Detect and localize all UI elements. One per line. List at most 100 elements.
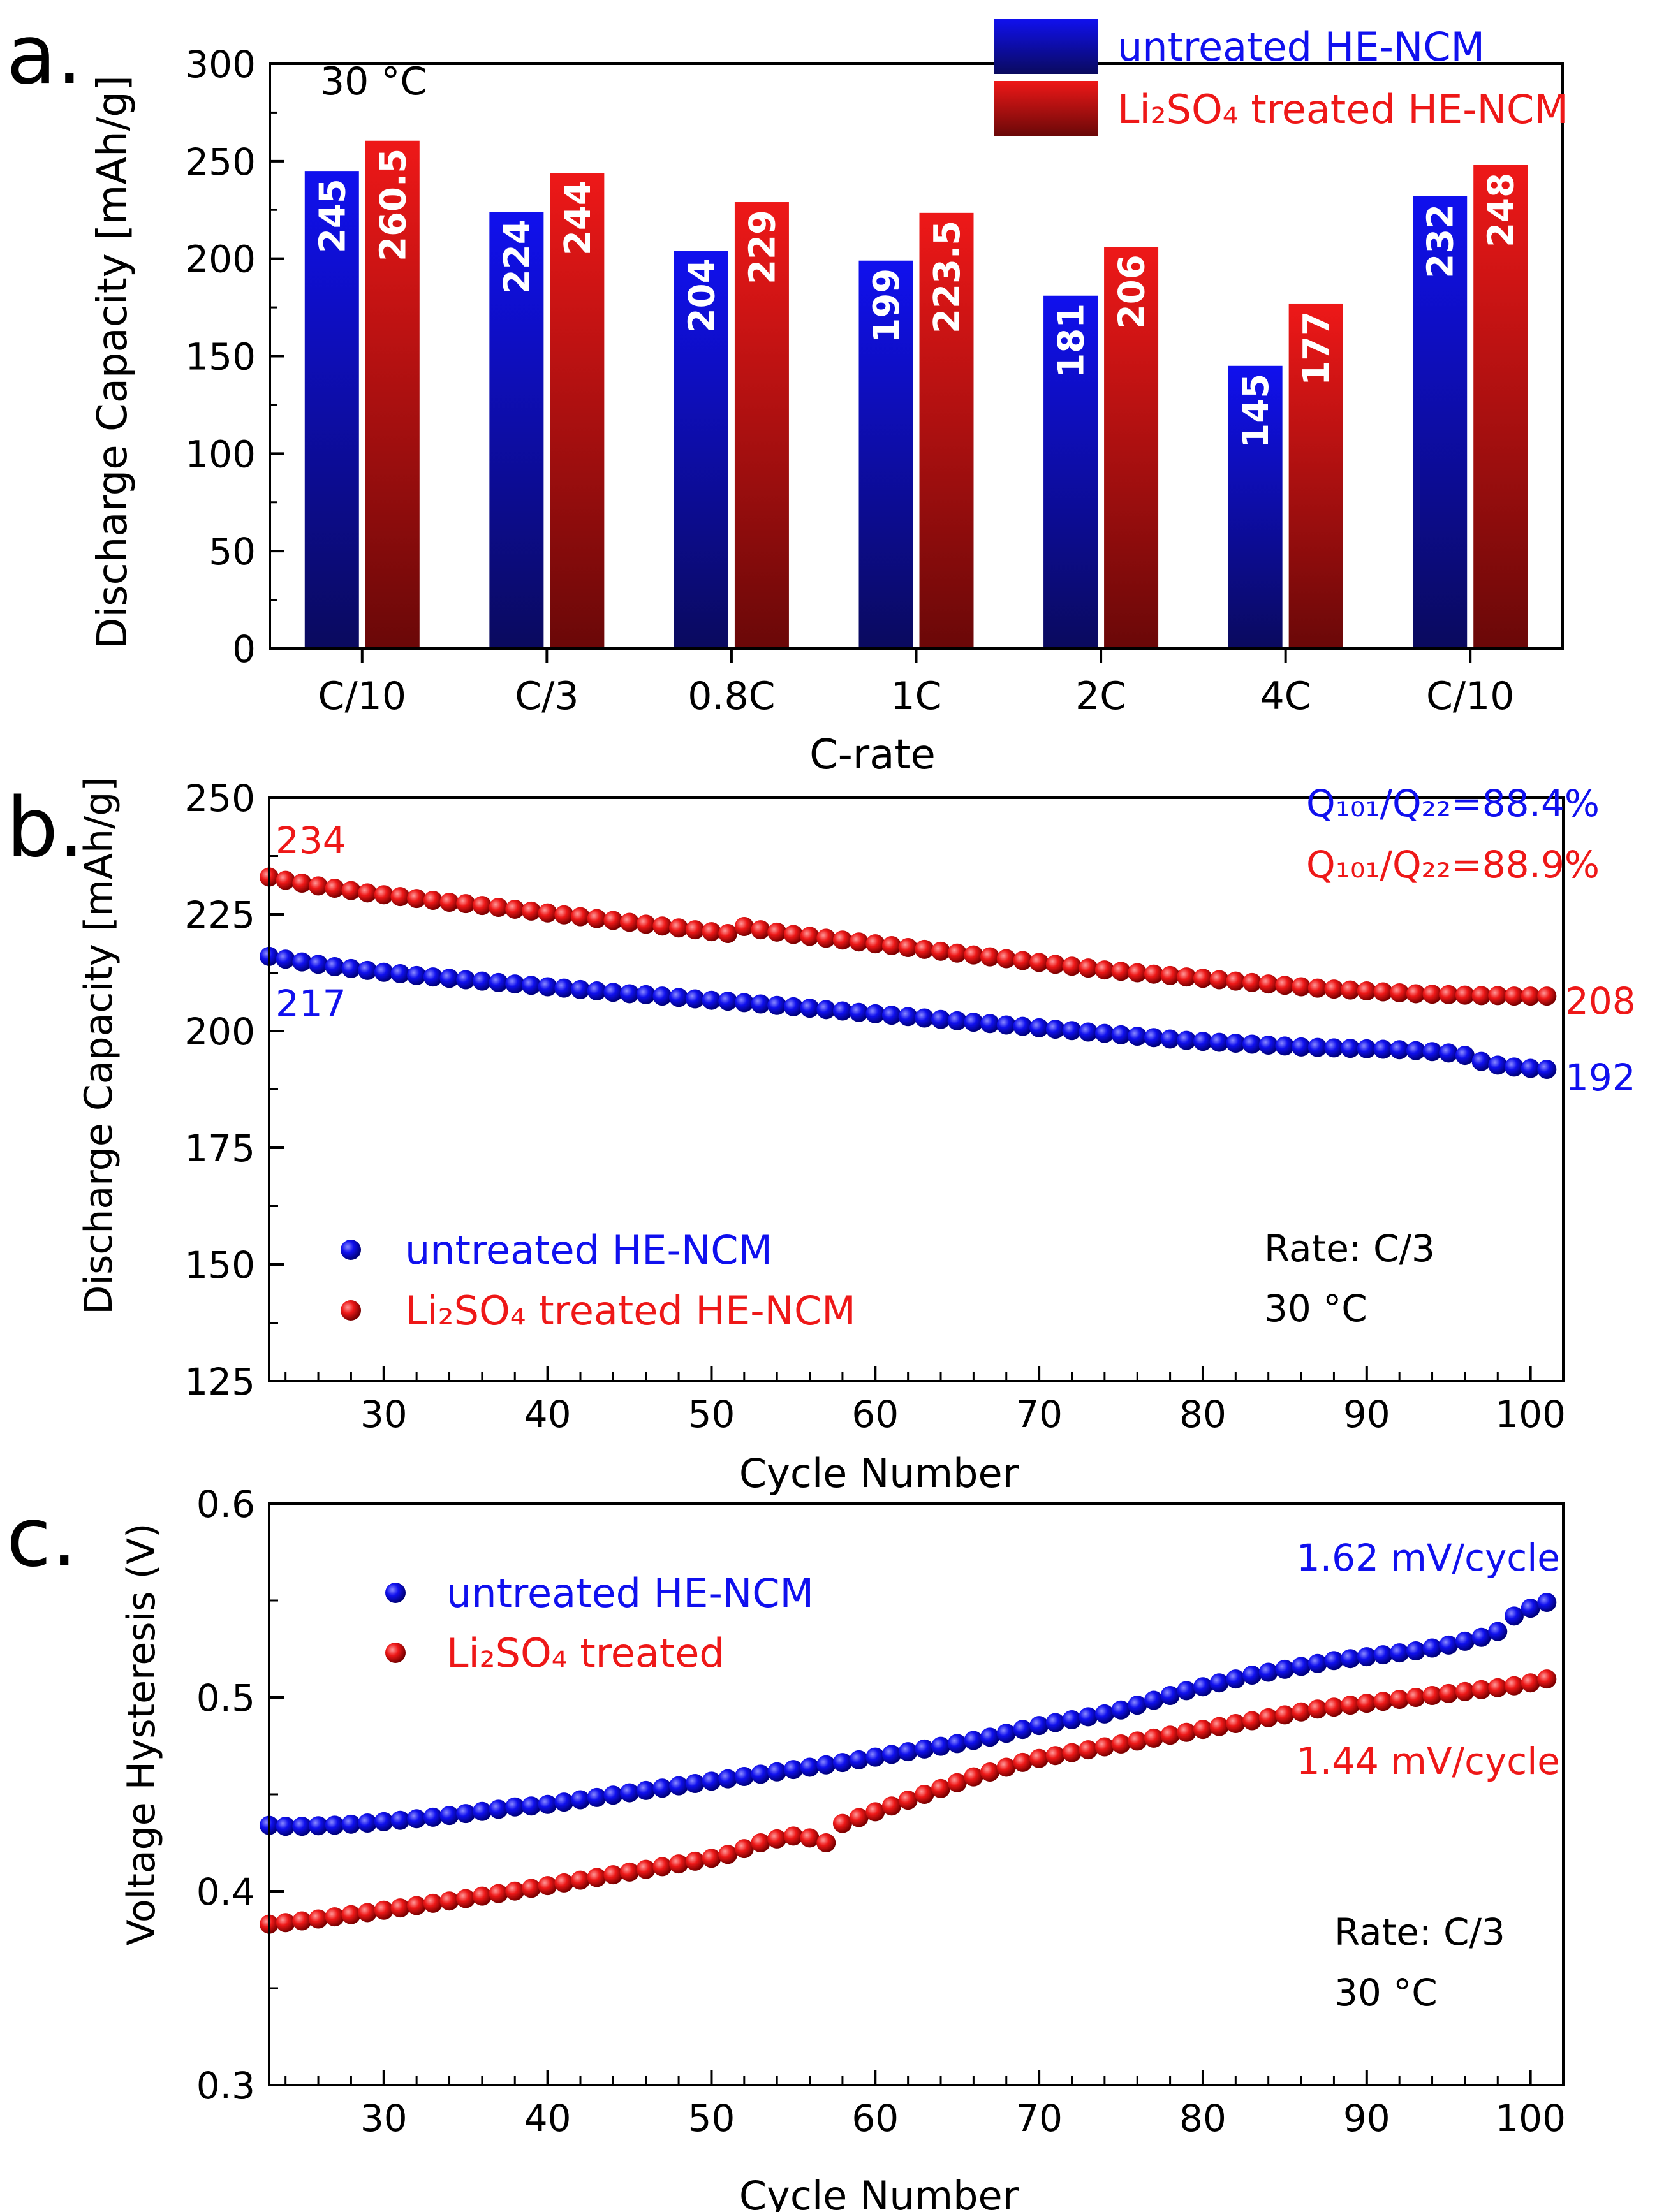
panel-b-legend-label-untreated: untreated HE-NCM xyxy=(405,1227,772,1273)
point-untreated xyxy=(472,971,492,991)
point-treated xyxy=(358,1903,378,1923)
point-untreated xyxy=(1307,1653,1327,1673)
point-treated xyxy=(816,928,836,948)
point-treated xyxy=(1324,1697,1344,1717)
point-treated xyxy=(276,870,295,890)
point-treated xyxy=(472,896,492,916)
point-treated xyxy=(505,1881,525,1901)
point-treated xyxy=(407,889,427,909)
point-untreated xyxy=(456,1804,476,1824)
point-treated xyxy=(702,922,721,942)
bar-label-untreated-3: 199 xyxy=(866,268,908,343)
panel-a-bar-labels: 245 260.5 224 244 204 229 199 223.5 181 206 145 177… xyxy=(312,149,1522,448)
point-treated xyxy=(1160,965,1180,985)
point-untreated xyxy=(1324,1651,1344,1671)
point-untreated xyxy=(620,1783,640,1803)
point-untreated xyxy=(325,956,344,976)
point-treated xyxy=(1341,980,1360,1000)
point-untreated xyxy=(292,952,312,972)
point-untreated xyxy=(1422,1638,1442,1658)
ytick-label: 0.5 xyxy=(196,1676,255,1720)
point-treated xyxy=(849,932,869,952)
point-untreated xyxy=(1521,1599,1540,1618)
point-untreated xyxy=(865,1004,885,1023)
bar-untreated-2 xyxy=(674,251,728,648)
bar-treated-3 xyxy=(919,212,974,649)
xtick-label: 100 xyxy=(1495,2097,1566,2140)
point-untreated xyxy=(1029,1018,1049,1037)
point-treated xyxy=(1209,1717,1229,1736)
point-untreated xyxy=(292,1817,312,1836)
point-untreated xyxy=(1062,1710,1082,1729)
point-treated xyxy=(587,909,607,928)
point-treated xyxy=(1390,1690,1410,1710)
bar-untreated-0 xyxy=(304,171,359,648)
point-treated xyxy=(1488,1678,1508,1697)
point-treated xyxy=(931,941,951,961)
point-treated xyxy=(439,1891,459,1911)
point-untreated xyxy=(898,1007,918,1027)
point-untreated xyxy=(570,1790,590,1810)
point-treated xyxy=(358,883,378,903)
point-treated xyxy=(292,1911,312,1931)
point-treated xyxy=(603,911,623,930)
point-treated xyxy=(1013,951,1033,970)
point-treated xyxy=(1537,1669,1557,1689)
point-untreated xyxy=(276,949,295,969)
point-untreated xyxy=(1226,1669,1246,1689)
legend-swatch-treated xyxy=(994,81,1098,136)
point-untreated xyxy=(881,1006,901,1025)
point-untreated xyxy=(489,972,508,992)
point-treated xyxy=(881,936,901,956)
point-treated xyxy=(390,1898,410,1918)
point-treated xyxy=(849,1808,869,1827)
point-treated xyxy=(996,949,1016,969)
point-untreated xyxy=(1324,1038,1344,1058)
xtick-label: 60 xyxy=(851,2097,899,2140)
point-treated xyxy=(898,1791,918,1810)
panel-b-legend-marker-treated xyxy=(341,1300,361,1321)
point-treated xyxy=(1144,964,1163,984)
point-treated xyxy=(1193,1720,1212,1740)
xtick-label: 90 xyxy=(1343,2097,1390,2140)
point-untreated xyxy=(1422,1042,1442,1062)
point-untreated xyxy=(1455,1046,1475,1066)
point-treated xyxy=(783,925,803,944)
point-untreated xyxy=(1079,1707,1098,1727)
point-untreated xyxy=(358,1813,378,1833)
point-untreated xyxy=(685,1773,705,1793)
a-ytick-label: 150 xyxy=(185,335,256,379)
ytick-label: 0.4 xyxy=(196,1870,255,1914)
ytick-label: 175 xyxy=(184,1127,255,1170)
point-untreated xyxy=(915,1739,934,1759)
panel-a-x-categories: C/10 C/3 0.8C 1C 2C 4C C/10 xyxy=(318,648,1514,719)
point-treated xyxy=(1275,976,1295,995)
panel-a-letter: a. xyxy=(6,8,82,103)
point-untreated xyxy=(1160,1029,1180,1049)
panel-b-start-label-treated: 234 xyxy=(276,819,346,862)
point-untreated xyxy=(1488,1622,1508,1641)
a-category-label: C/10 xyxy=(1426,674,1514,719)
panel-c-legend-marker-untreated xyxy=(385,1583,406,1603)
point-untreated xyxy=(1045,1020,1065,1039)
panel-b-frame xyxy=(268,796,1565,1382)
point-untreated xyxy=(603,1785,623,1805)
point-treated xyxy=(1439,1683,1459,1703)
point-untreated xyxy=(1029,1716,1049,1736)
point-untreated xyxy=(734,993,754,1013)
point-treated xyxy=(1471,986,1491,1006)
point-untreated xyxy=(718,1769,738,1789)
point-treated xyxy=(472,1886,492,1906)
point-treated xyxy=(685,1851,705,1871)
point-treated xyxy=(702,1849,721,1868)
point-treated xyxy=(276,1913,295,1933)
point-treated xyxy=(309,1909,328,1929)
point-treated xyxy=(881,1796,901,1816)
point-untreated xyxy=(554,978,574,998)
xtick-label: 50 xyxy=(688,2097,735,2140)
point-untreated xyxy=(800,1757,820,1777)
xtick-label: 100 xyxy=(1495,1393,1566,1436)
point-untreated xyxy=(1258,1035,1278,1055)
point-treated xyxy=(309,876,328,896)
point-treated xyxy=(669,1854,689,1874)
